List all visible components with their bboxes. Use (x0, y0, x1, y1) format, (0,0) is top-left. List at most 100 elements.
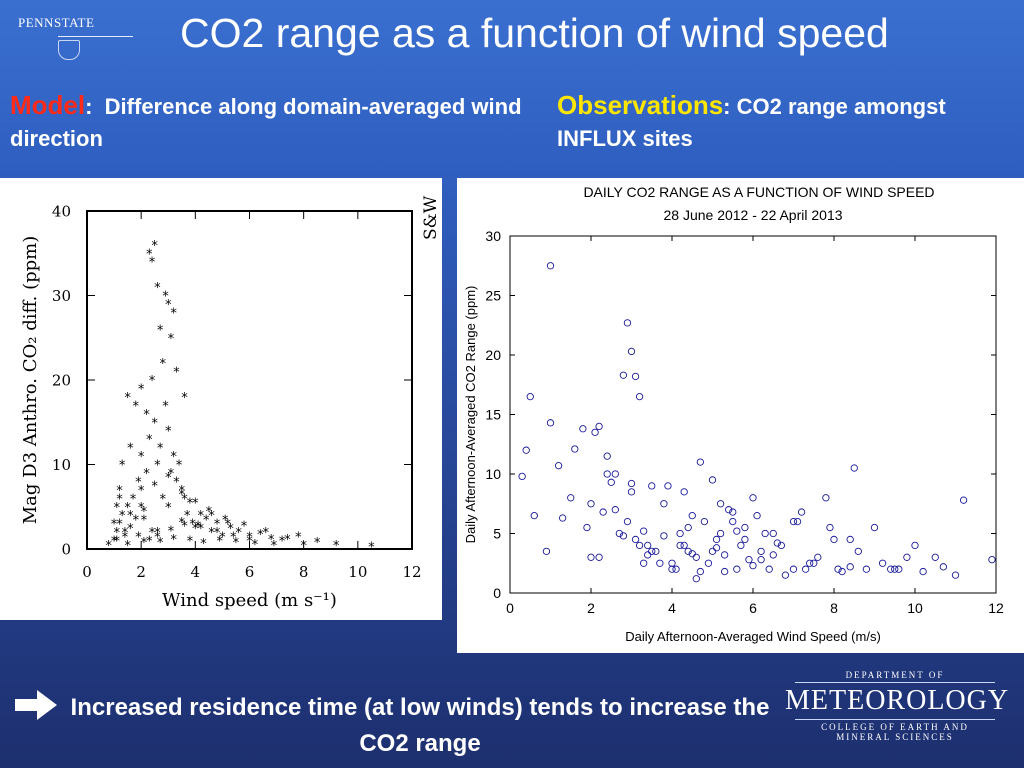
data-point: * (229, 530, 237, 545)
data-point: * (129, 492, 137, 507)
shield-icon (58, 40, 80, 60)
y-tick-label: 30 (485, 228, 501, 244)
data-point (660, 532, 668, 540)
data-point (635, 541, 644, 550)
data-point (887, 565, 895, 573)
model-chart-panel: 0 2 4 6 8 10 12 0 10 20 30 40 * * * * * * * * * * * * * * * * * * * * * *… (0, 178, 442, 620)
data-point (595, 422, 603, 431)
data-point: * (367, 540, 375, 555)
data-point (806, 559, 814, 567)
data-point (542, 547, 551, 555)
data-point (635, 392, 644, 401)
data-point (749, 561, 757, 570)
data-point: * (202, 513, 210, 528)
data-point (850, 464, 858, 472)
data-point: * (148, 374, 156, 389)
data-point (615, 529, 624, 538)
data-point (648, 547, 656, 555)
data-point (712, 535, 721, 544)
data-point (688, 550, 696, 558)
data-point: * (194, 519, 202, 534)
data-point (959, 496, 968, 504)
data-point: * (148, 526, 156, 541)
data-point: * (232, 536, 240, 551)
data-point: * (105, 539, 113, 554)
slide-title: CO2 range as a function of wind speed (180, 10, 889, 56)
data-point (777, 541, 785, 550)
data-point (745, 556, 753, 564)
data-point: * (145, 247, 153, 262)
data-point (611, 506, 619, 514)
data-point (895, 565, 903, 573)
data-point: * (156, 323, 164, 338)
x-tick-label: 4 (668, 600, 676, 616)
data-point: * (116, 518, 124, 533)
data-point: * (170, 533, 178, 548)
data-point: * (181, 519, 189, 534)
data-point: * (118, 459, 126, 474)
x-tick-label: 0 (506, 600, 514, 616)
data-point (591, 428, 599, 437)
data-point: * (154, 526, 162, 541)
data-point (680, 541, 688, 550)
data-point (680, 488, 688, 496)
data-point: * (162, 399, 170, 414)
y-tick-label: 5 (493, 525, 501, 541)
model-scatter-chart: 0 2 4 6 8 10 12010203040**********************… (20, 195, 441, 611)
data-point (834, 565, 842, 573)
data-point (567, 494, 575, 502)
data-point (599, 508, 607, 516)
data-point: * (205, 505, 213, 520)
y-tick-label: 0 (61, 540, 71, 558)
data-point (733, 565, 741, 573)
data-point (708, 547, 717, 555)
data-point (672, 565, 680, 573)
data-point (838, 567, 846, 576)
data-point: * (116, 492, 124, 507)
x-tick-label: 2 (587, 600, 595, 616)
data-point: * (246, 535, 254, 550)
data-point: * (156, 536, 164, 551)
data-point: * (208, 509, 216, 524)
data-point (830, 535, 838, 544)
y-tick-label: 15 (485, 406, 501, 422)
data-point (891, 565, 899, 573)
data-point (822, 494, 830, 502)
model-caption: Model: Difference along domain-averaged … (10, 89, 530, 155)
data-point: * (278, 535, 286, 550)
dept-rule-bottom (795, 719, 995, 720)
data-point: * (189, 518, 197, 533)
data-point (603, 452, 611, 460)
data-point (603, 470, 611, 478)
observations-colon: : (723, 94, 731, 119)
data-point: * (170, 306, 178, 321)
data-point (664, 482, 672, 490)
data-point: * (110, 535, 118, 550)
data-point (862, 565, 871, 573)
data-point (583, 523, 591, 532)
data-point (639, 559, 648, 567)
data-point: * (200, 537, 208, 552)
data-point: * (186, 497, 194, 512)
data-point (696, 458, 705, 466)
data-point (712, 544, 721, 552)
data-point: * (175, 459, 183, 474)
x-tick-label: 4 (191, 563, 201, 581)
data-point (741, 523, 749, 532)
data-point (720, 567, 729, 576)
data-point (716, 500, 725, 508)
data-point: * (159, 492, 167, 507)
data-point (627, 479, 636, 488)
data-point: * (126, 442, 134, 457)
x-axis-title: Wind speed (m s⁻¹) (162, 590, 337, 611)
data-point (826, 523, 834, 532)
data-point: * (213, 518, 221, 533)
data-point (631, 535, 640, 544)
x-tick-label: 8 (299, 563, 309, 581)
data-point: * (124, 501, 132, 516)
data-point (801, 565, 810, 573)
model-colon: : (85, 94, 93, 119)
data-point (939, 563, 947, 571)
dept-line-1: COLLEGE OF EARTH AND (821, 722, 969, 732)
corner-label: S&W (421, 195, 441, 240)
